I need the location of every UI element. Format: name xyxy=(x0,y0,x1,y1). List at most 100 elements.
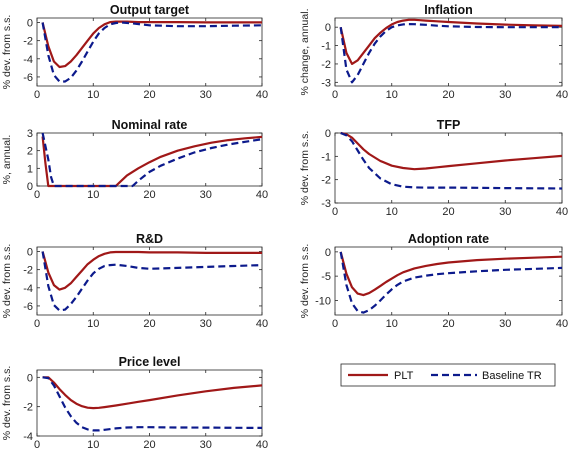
x-tick-label: 10 xyxy=(87,189,99,201)
y-tick-label: 0 xyxy=(325,247,331,259)
x-tick-label: 20 xyxy=(442,318,454,330)
series-line-baseline-tr xyxy=(41,251,263,312)
y-tick-label: 0 xyxy=(325,22,331,34)
y-tick-label: -4 xyxy=(23,431,33,443)
panel-5: R&D % dev. from s.s. 0 10 20 30 40 0 -2 -4 -6 xyxy=(1,232,268,330)
x-tick-label: 30 xyxy=(200,189,212,201)
x-tick-label: 40 xyxy=(256,89,268,101)
legend-label-baseline-tr: Baseline TR xyxy=(482,370,542,382)
y-tick-label: -6 xyxy=(23,72,33,84)
y-tick-label: 0 xyxy=(27,181,33,193)
series-line-plt xyxy=(339,18,563,66)
y-tick-label: -10 xyxy=(315,295,331,307)
x-tick-label: 20 xyxy=(143,318,155,330)
legend-label-plt: PLT xyxy=(394,370,414,382)
x-tick-label: 0 xyxy=(332,89,338,101)
x-tick-label: 20 xyxy=(442,206,454,218)
panel-6: Adoption rate% dev. from s.s.0 10 20 30 400-… xyxy=(299,232,568,330)
y-tick-label: 3 xyxy=(27,128,33,140)
series-line-plt xyxy=(41,250,262,291)
x-tick-label: 30 xyxy=(499,206,511,218)
plot-area xyxy=(36,132,263,187)
y-tick-label: 1 xyxy=(27,163,33,175)
x-tick-label: 30 xyxy=(499,89,511,101)
x-tick-label: 40 xyxy=(556,89,568,101)
x-tick-label: 30 xyxy=(200,318,212,330)
y-tick-label: -2 xyxy=(23,265,33,277)
y-axis-label: % dev. from s.s. xyxy=(299,131,311,206)
x-tick-label: 40 xyxy=(556,318,568,330)
x-tick-label: 40 xyxy=(256,318,268,330)
y-tick-label: 2 xyxy=(27,146,33,158)
series-line-baseline-tr xyxy=(41,132,263,188)
panel-title: Price level xyxy=(119,355,181,369)
y-axis-label: % change, annual. xyxy=(299,9,311,96)
x-tick-label: 20 xyxy=(143,439,155,449)
plot-area xyxy=(36,246,263,316)
panel-1: Output target% dev. from s.s.0 10 20 30 400-… xyxy=(1,3,268,101)
panel-4: TFP % dev. from s.s. 0 10 20 30 40 0 -1 -2 -3 xyxy=(299,118,568,218)
x-tick-label: 20 xyxy=(442,89,454,101)
x-tick-label: 30 xyxy=(200,439,212,449)
series-line-baseline-tr xyxy=(339,23,562,84)
x-tick-label: 40 xyxy=(256,189,268,201)
y-tick-label: 0 xyxy=(325,128,331,140)
series-line-baseline-tr xyxy=(42,376,263,432)
plot-area xyxy=(36,17,263,87)
panel-title: Inflation xyxy=(424,3,473,17)
series-line-plt xyxy=(42,376,263,410)
x-tick-label: 10 xyxy=(386,89,398,101)
y-axis-label: %, annual. xyxy=(1,135,13,185)
y-axis-label: % dev. from s.s. xyxy=(299,244,311,319)
y-tick-label: -5 xyxy=(321,271,331,283)
y-tick-label: 0 xyxy=(27,247,33,259)
y-tick-label: -4 xyxy=(23,54,33,66)
y-tick-label: -2 xyxy=(321,59,331,71)
x-tick-label: 20 xyxy=(143,89,155,101)
y-axis-label: % dev. from s.s. xyxy=(1,366,13,441)
plot-area xyxy=(334,132,563,204)
x-tick-label: 10 xyxy=(386,206,398,218)
panel-title: Nominal rate xyxy=(112,118,188,132)
x-tick-label: 0 xyxy=(34,189,40,201)
y-tick-label: -1 xyxy=(321,41,331,53)
x-tick-label: 10 xyxy=(87,89,99,101)
y-axis-label: % dev. from s.s. xyxy=(1,244,13,319)
x-tick-label: 0 xyxy=(332,206,338,218)
panel-title: TFP xyxy=(437,118,461,132)
series-line-baseline-tr xyxy=(339,251,563,314)
legend: PLT Baseline TR xyxy=(340,363,556,387)
x-tick-label: 0 xyxy=(34,318,40,330)
x-tick-label: 40 xyxy=(556,206,568,218)
y-tick-label: 0 xyxy=(27,372,33,384)
panel-3: Nominal rate %, annual. 0 10 20 30 40 0 1 2 3 xyxy=(1,118,268,201)
x-tick-label: 0 xyxy=(34,89,40,101)
panel-title: R&D xyxy=(136,232,163,246)
y-tick-label: -2 xyxy=(23,402,33,414)
x-tick-label: 10 xyxy=(386,318,398,330)
panel-7: Price level % dev. from s.s. 0 10 20 30 40 0 -2 -… xyxy=(1,355,268,449)
x-tick-label: 0 xyxy=(332,318,338,330)
x-tick-label: 20 xyxy=(143,189,155,201)
y-axis-label: % dev. from s.s. xyxy=(1,15,13,90)
y-tick-label: -3 xyxy=(321,77,331,89)
y-tick-label: -2 xyxy=(321,175,331,187)
panel-2: Inflation % change, annual. 0 10 20 30 40 0 -1 -2… xyxy=(299,3,568,101)
y-tick-label: -6 xyxy=(23,301,33,313)
x-tick-label: 30 xyxy=(200,89,212,101)
series-line-baseline-tr xyxy=(340,131,563,190)
y-tick-label: -4 xyxy=(23,283,33,295)
panel-title: Output target xyxy=(110,3,190,17)
x-tick-label: 40 xyxy=(256,439,268,449)
series-line-plt xyxy=(339,251,563,297)
y-tick-label: -3 xyxy=(321,198,331,210)
plot-area xyxy=(334,17,563,87)
series-line-plt xyxy=(41,20,262,69)
y-tick-label: 0 xyxy=(27,18,33,30)
series-line-plt xyxy=(340,131,563,171)
x-tick-label: 10 xyxy=(87,318,99,330)
series-line-baseline-tr xyxy=(41,21,263,83)
y-tick-label: -1 xyxy=(321,151,331,163)
x-tick-label: 0 xyxy=(34,439,40,449)
y-tick-label: -2 xyxy=(23,36,33,48)
